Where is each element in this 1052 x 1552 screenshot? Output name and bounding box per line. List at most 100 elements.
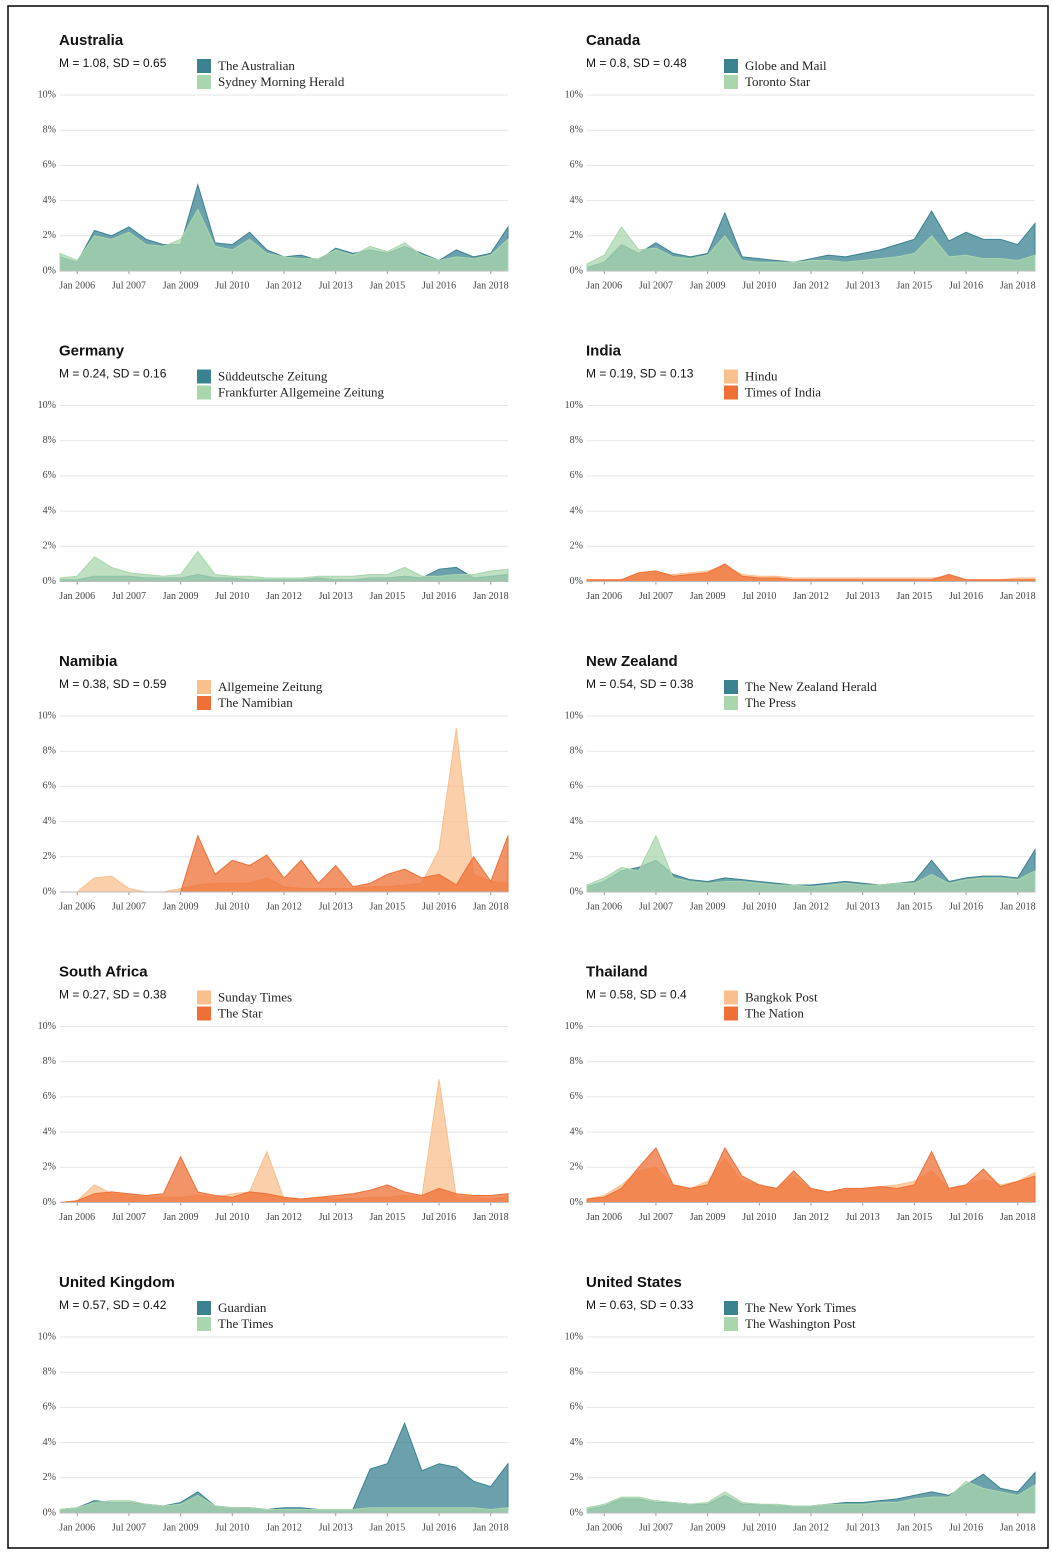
x-tick-label: Jan 2015	[369, 280, 405, 291]
x-tick-label: Jan 2015	[896, 591, 932, 602]
y-tick-label: 6%	[43, 1402, 56, 1413]
x-tick-label: Jul 2016	[949, 901, 983, 912]
x-tick-label: Jul 2010	[215, 591, 249, 602]
x-tick-label: Jul 2013	[846, 1212, 880, 1223]
x-tick-label: Jan 2006	[59, 901, 95, 912]
x-tick-label: Jul 2016	[422, 591, 456, 602]
x-tick-label: Jul 2007	[112, 901, 146, 912]
panel-title: United States	[586, 1274, 682, 1291]
x-tick-label: Jan 2012	[793, 280, 829, 291]
x-tick-label: Jul 2013	[319, 1212, 353, 1223]
legend-label: The Nation	[745, 1005, 804, 1020]
x-tick-label: Jul 2013	[319, 280, 353, 291]
x-tick-label: Jan 2018	[473, 591, 509, 602]
legend-label: The Washington Post	[745, 1316, 856, 1331]
area	[586, 226, 1036, 272]
y-tick-label: 10%	[565, 1331, 583, 1342]
y-tick-label: 8%	[570, 1056, 583, 1067]
area	[59, 550, 509, 582]
x-tick-label: Jan 2006	[586, 280, 622, 291]
x-tick-label: Jan 2006	[586, 1522, 622, 1533]
panel-title: South Africa	[59, 963, 148, 980]
x-tick-label: Jan 2009	[163, 901, 199, 912]
y-tick-label: 4%	[43, 195, 56, 206]
x-tick-label: Jan 2015	[369, 901, 405, 912]
legend-swatch	[724, 990, 738, 1005]
y-tick-label: 10%	[565, 89, 583, 100]
area	[586, 1146, 1036, 1203]
y-tick-label: 4%	[570, 1126, 583, 1137]
x-tick-label: Jan 2018	[1000, 1212, 1036, 1223]
legend-swatch	[724, 385, 738, 400]
x-tick-label: Jul 2007	[639, 591, 673, 602]
x-tick-label: Jul 2016	[422, 901, 456, 912]
y-tick-label: 8%	[570, 745, 583, 756]
y-tick-label: 2%	[570, 851, 583, 862]
y-tick-label: 2%	[43, 230, 56, 241]
legend-label: The New Zealand Herald	[745, 679, 877, 694]
y-tick-label: 8%	[43, 435, 56, 446]
x-tick-label: Jul 2010	[742, 280, 776, 291]
x-tick-label: Jul 2013	[846, 901, 880, 912]
legend-swatch	[197, 696, 211, 710]
y-tick-label: 10%	[38, 89, 56, 100]
x-tick-label: Jan 2009	[163, 1522, 199, 1533]
y-tick-label: 2%	[570, 1472, 583, 1483]
frame	[7, 5, 1049, 1549]
y-tick-label: 10%	[565, 1021, 583, 1032]
y-tick-label: 0%	[43, 1197, 56, 1208]
x-tick-label: Jan 2012	[793, 1522, 829, 1533]
legend-label: Frankfurter Allgemeine Zeitung	[218, 384, 385, 399]
y-tick-label: 2%	[43, 1472, 56, 1483]
x-tick-label: Jan 2006	[586, 591, 622, 602]
panel-subtitle: M = 0.27, SD = 0.38	[59, 988, 167, 1002]
legend-label: Hindu	[745, 368, 778, 383]
x-tick-label: Jan 2015	[369, 1522, 405, 1533]
y-tick-label: 8%	[43, 745, 56, 756]
x-tick-label: Jan 2012	[793, 901, 829, 912]
x-tick-label: Jan 2018	[473, 1212, 509, 1223]
x-tick-label: Jan 2009	[163, 280, 199, 291]
x-tick-label: Jan 2009	[163, 591, 199, 602]
y-tick-label: 8%	[43, 1366, 56, 1377]
x-tick-label: Jul 2013	[846, 280, 880, 291]
legend-label: Toronto Star	[745, 74, 811, 89]
legend-label: Guardian	[218, 1300, 267, 1315]
x-tick-label: Jan 2015	[369, 591, 405, 602]
x-tick-label: Jan 2015	[369, 1212, 405, 1223]
y-tick-label: 2%	[570, 1162, 583, 1173]
panel-subtitle: M = 0.38, SD = 0.59	[59, 677, 167, 691]
x-tick-label: Jan 2012	[266, 280, 302, 291]
x-tick-label: Jan 2012	[266, 1212, 302, 1223]
legend-label: Bangkok Post	[745, 989, 818, 1004]
x-tick-label: Jul 2007	[639, 901, 673, 912]
legend-swatch	[197, 1301, 211, 1315]
x-tick-label: Jul 2016	[949, 1522, 983, 1533]
legend-swatch	[724, 59, 738, 73]
x-tick-label: Jul 2010	[742, 1212, 776, 1223]
x-tick-label: Jul 2010	[742, 591, 776, 602]
y-tick-label: 4%	[43, 505, 56, 516]
legend-swatch	[197, 369, 211, 384]
x-tick-label: Jul 2007	[639, 280, 673, 291]
x-tick-label: Jul 2010	[742, 901, 776, 912]
x-tick-label: Jan 2009	[690, 901, 726, 912]
y-tick-label: 0%	[43, 576, 56, 587]
legend-label: Süddeutsche Zeitung	[218, 368, 328, 383]
legend-swatch	[197, 680, 211, 694]
x-tick-label: Jul 2016	[949, 280, 983, 291]
y-tick-label: 6%	[570, 470, 583, 481]
y-tick-label: 4%	[43, 1437, 56, 1448]
y-tick-label: 2%	[43, 851, 56, 862]
x-tick-label: Jul 2016	[422, 280, 456, 291]
x-tick-label: Jul 2016	[422, 1212, 456, 1223]
y-tick-label: 8%	[43, 124, 56, 135]
y-tick-label: 10%	[565, 400, 583, 411]
area	[586, 563, 1036, 582]
y-tick-label: 6%	[570, 160, 583, 171]
panel-subtitle: M = 0.54, SD = 0.38	[586, 677, 694, 691]
x-tick-label: Jan 2006	[586, 901, 622, 912]
x-tick-label: Jul 2013	[319, 901, 353, 912]
panel-title: Namibia	[59, 653, 118, 670]
panel-title: Thailand	[586, 963, 648, 980]
